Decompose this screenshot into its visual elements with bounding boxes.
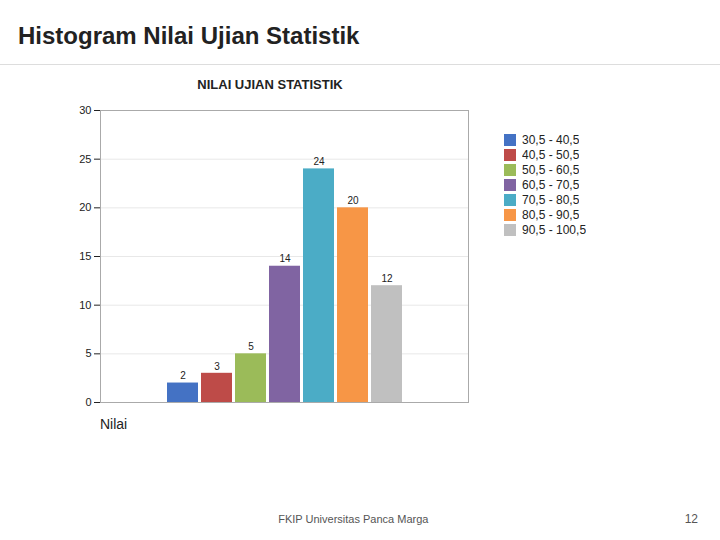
svg-text:25: 25 xyxy=(79,153,91,165)
svg-text:5: 5 xyxy=(248,341,254,352)
svg-text:5: 5 xyxy=(85,347,91,359)
svg-text:12: 12 xyxy=(381,273,393,284)
html-text:70,5 - 80,5: 70,5 - 80,5 xyxy=(522,193,580,207)
svg-text:24: 24 xyxy=(313,156,325,167)
svg-text:0: 0 xyxy=(85,396,91,408)
svg-text:15: 15 xyxy=(79,250,91,262)
svg-text:30: 30 xyxy=(79,104,91,116)
html-text:Nilai: Nilai xyxy=(100,416,128,432)
html-text:Histogram Nilai Ujian Statisti: Histogram Nilai Ujian Statistik xyxy=(18,22,360,49)
html-text:40,5 - 50,5: 40,5 - 50,5 xyxy=(522,148,580,162)
svg-text:20: 20 xyxy=(79,201,91,213)
html-text:NILAI UJIAN STATISTIK: NILAI UJIAN STATISTIK xyxy=(197,77,343,92)
svg-text:10: 10 xyxy=(79,299,91,311)
html-text:60,5 - 70,5: 60,5 - 70,5 xyxy=(522,178,580,192)
svg-text:3: 3 xyxy=(214,361,220,372)
svg-text:14: 14 xyxy=(279,253,291,264)
html-text:12: 12 xyxy=(684,512,698,526)
svg-text:2: 2 xyxy=(180,370,186,381)
html-text:80,5 - 90,5: 80,5 - 90,5 xyxy=(522,208,580,222)
html-text:FKIP Universitas Panca Marga: FKIP Universitas Panca Marga xyxy=(278,513,429,525)
svg-text:20: 20 xyxy=(347,195,359,206)
html-text:90,5 - 100,5: 90,5 - 100,5 xyxy=(522,223,587,237)
html-text:50,5 - 60,5: 50,5 - 60,5 xyxy=(522,163,580,177)
html-text:30,5 - 40,5: 30,5 - 40,5 xyxy=(522,133,580,147)
